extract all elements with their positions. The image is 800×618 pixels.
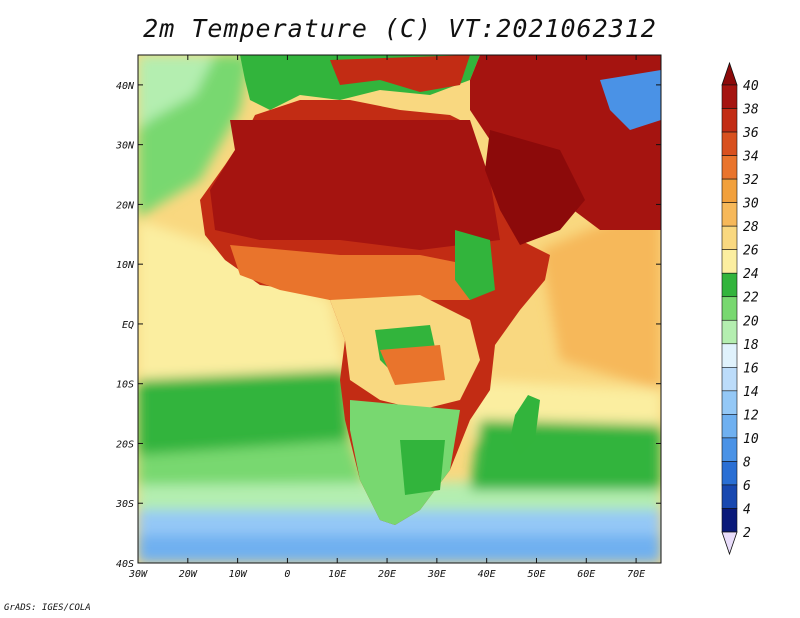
map-frame <box>137 54 662 564</box>
colorbar-label: 24 <box>743 267 759 282</box>
lat-tick-label: 10N <box>116 260 135 271</box>
colorbar-label: 6 <box>743 479 751 494</box>
colorbar-high-triangle <box>721 61 738 86</box>
colorbar-label: 28 <box>743 220 759 235</box>
colorbar-box <box>721 202 738 227</box>
ethiopia-highlands-land <box>455 230 495 300</box>
south-africa-highveld-land <box>400 440 445 495</box>
southern-ocean-deep-area <box>138 535 661 563</box>
chart-title: 2m Temperature (C) VT:2021062312 <box>143 14 657 43</box>
colorbar-label: 4 <box>743 502 751 517</box>
colorbar-label: 20 <box>743 314 759 329</box>
lon-tick-label: 0 <box>284 569 290 580</box>
colorbar-box <box>721 272 738 298</box>
sahara-hottest-land <box>210 120 500 250</box>
colorbar: 40 38 36 34 32 30 28 26 24 22 20 18 16 14 12 10 8 6 4 2 <box>721 61 759 556</box>
lon-tick-label: 40E <box>478 569 496 580</box>
colorbar-label: 32 <box>742 173 759 188</box>
colorbar-box <box>721 437 738 462</box>
arabian-peninsula-land <box>485 130 585 245</box>
colorbar-box <box>721 508 738 533</box>
colorbar-box <box>721 178 738 203</box>
colorbar-label: 16 <box>743 361 759 376</box>
land-areas <box>200 55 661 525</box>
colorbar-box <box>721 390 738 415</box>
colorbar-box <box>721 414 738 439</box>
lon-tick-label: 10E <box>328 569 346 580</box>
colorbar-box <box>721 108 738 133</box>
indian-ocean-green-area <box>470 420 661 490</box>
europe-hot-land <box>330 55 470 92</box>
north-atlantic-cooler-area <box>138 55 215 130</box>
south-congo-warm-land <box>380 345 445 385</box>
colorbar-label: 30 <box>742 197 759 212</box>
lon-tick-label: 30W <box>128 569 148 580</box>
colorbar-box <box>721 131 738 156</box>
colorbar-label: 12 <box>743 408 759 423</box>
colorbar-box <box>721 249 738 274</box>
colorbar-label: 2 <box>743 526 751 541</box>
colorbar-label: 22 <box>743 291 759 306</box>
colorbar-box <box>721 155 738 180</box>
lon-tick-label: 30E <box>427 569 446 580</box>
grads-credit: GrADS: IGES/COLA <box>4 603 91 613</box>
lat-tick-label: 20N <box>116 200 135 211</box>
lat-tick-label: 40N <box>116 81 135 92</box>
colorbar-box <box>721 225 738 250</box>
lat-tick-label: 10S <box>116 380 134 391</box>
lon-tick-label: 10W <box>229 569 248 580</box>
lat-tick-label: EQ <box>122 320 134 331</box>
latitude-ticks: 40N 30N 20N 10N EQ 10S 20S 30S 40S <box>115 81 661 570</box>
colorbar-box <box>721 461 738 486</box>
colorbar-label: 10 <box>743 432 759 447</box>
madagascar-land <box>510 395 540 455</box>
lat-tick-label: 20S <box>116 439 134 450</box>
lon-tick-label: 60E <box>577 569 595 580</box>
colorbar-box <box>721 84 738 109</box>
sahel-land <box>230 245 470 300</box>
colorbar-label: 38 <box>742 103 759 118</box>
colorbar-box <box>721 367 738 392</box>
tropical-atlantic-area <box>138 220 345 380</box>
himalaya-cold-land <box>600 70 661 130</box>
colorbar-label: 34 <box>742 150 759 165</box>
lat-tick-label: 40S <box>116 559 134 570</box>
colorbar-label: 18 <box>743 338 759 353</box>
colorbar-label: 14 <box>743 385 759 400</box>
arabian-sea-warm-area <box>540 200 661 390</box>
colorbar-box <box>721 343 738 368</box>
colorbar-box <box>721 319 738 345</box>
longitude-ticks: 30W 20W 10W 0 10E 20E 30E 40E 50E 60E 70E <box>128 55 645 580</box>
colorbar-low-triangle <box>721 531 738 556</box>
lat-tick-label: 30S <box>115 499 134 510</box>
lon-tick-label: 20E <box>378 569 396 580</box>
colorbar-label: 36 <box>742 126 759 141</box>
lon-tick-label: 20W <box>179 569 198 580</box>
lon-tick-label: 70E <box>627 569 645 580</box>
colorbar-label: 26 <box>743 244 759 259</box>
temperature-field <box>138 55 661 563</box>
lat-tick-label: 30N <box>115 141 135 152</box>
colorbar-box <box>721 296 738 321</box>
colorbar-label: 40 <box>743 79 759 94</box>
colorbar-box <box>721 484 738 509</box>
colorbar-label: 8 <box>743 455 751 470</box>
lon-tick-label: 50E <box>527 569 545 580</box>
southern-ocean-blue-area <box>138 510 661 540</box>
